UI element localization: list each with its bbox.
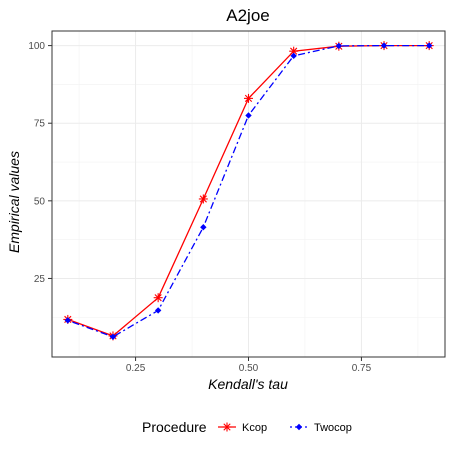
x-tick-label: 0.75 [352, 363, 372, 374]
legend-label-twocop: Twocop [314, 422, 352, 434]
data-point-twocop [380, 42, 388, 49]
legend-label-kcop: Kcop [242, 422, 267, 434]
data-point-twocop [290, 52, 297, 60]
plot-panel [52, 31, 445, 357]
legend-title: Procedure [142, 419, 207, 435]
legend-key-twocop: Twocop [290, 422, 352, 434]
data-point-twocop [154, 307, 162, 314]
legend-marker-twocop [295, 423, 303, 431]
data-point-twocop [64, 317, 72, 324]
y-tick-label: 100 [28, 41, 45, 52]
data-point-kcop [244, 93, 253, 103]
data-point-kcop [198, 194, 208, 204]
legend: Procedure Kcop Twocop [142, 419, 352, 435]
y-axis-title: Empirical values [6, 151, 22, 253]
x-tick-label: 0.25 [126, 363, 146, 374]
data-point-twocop [335, 42, 343, 50]
axes: 0.25 0.50 0.75 25 50 75 100 [28, 30, 446, 374]
data-point-twocop [200, 224, 207, 231]
chart-title: A2joe [226, 6, 269, 25]
data-point-twocop [245, 112, 252, 119]
y-tick-label: 75 [34, 119, 46, 130]
y-tick-label: 50 [34, 196, 46, 207]
legend-marker-kcop [222, 422, 232, 432]
legend-key-kcop: Kcop [218, 422, 267, 434]
series-twocop [64, 42, 433, 341]
data-point-twocop [109, 333, 117, 341]
y-tick-label: 25 [34, 274, 46, 285]
x-tick-label: 0.50 [239, 363, 259, 374]
data-point-kcop [153, 293, 163, 303]
x-axis-title: Kendall's tau [208, 376, 288, 392]
data-point-twocop [425, 42, 433, 49]
